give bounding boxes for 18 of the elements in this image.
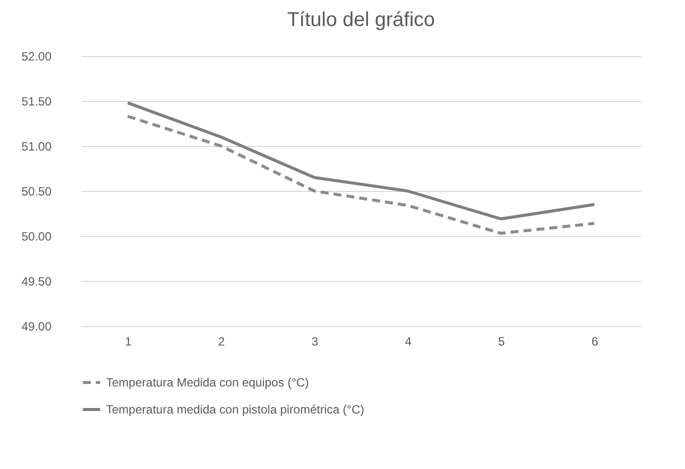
y-tick-label: 49.00 [21, 320, 52, 334]
x-tick-label: 5 [498, 334, 506, 348]
y-tick-label: 50.50 [21, 184, 52, 198]
x-tick-label: 4 [404, 334, 412, 348]
x-tick-label: 6 [591, 334, 598, 348]
legend-label: Temperatura medida con pistola pirométrica (°C) [106, 402, 364, 416]
chart-title: Título del gráfico [287, 9, 435, 31]
x-tick-label: 3 [311, 334, 318, 348]
line-series [126, 101, 596, 220]
y-tick-label: 51.00 [21, 140, 52, 154]
y-tick-label: 52.00 [21, 50, 52, 64]
y-tick-label: 49.50 [21, 274, 52, 288]
line-series [126, 114, 596, 235]
y-tick-label: 51.50 [21, 94, 52, 108]
y-tick-label: 50.00 [21, 230, 52, 244]
x-tick-label: 2 [218, 334, 226, 348]
x-tick-label: 1 [124, 334, 132, 348]
legend-label: Temperatura Medida con equipos (°C) [106, 376, 309, 390]
